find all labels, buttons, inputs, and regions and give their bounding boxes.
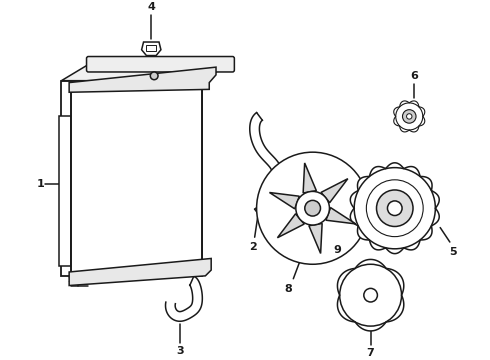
- Polygon shape: [59, 116, 71, 266]
- Polygon shape: [338, 260, 404, 331]
- Text: 7: 7: [367, 348, 374, 358]
- Polygon shape: [394, 101, 425, 132]
- Polygon shape: [61, 63, 230, 81]
- Polygon shape: [277, 214, 304, 238]
- Text: 1: 1: [36, 179, 44, 189]
- Bar: [147, 45, 156, 51]
- Circle shape: [376, 190, 413, 226]
- Polygon shape: [69, 67, 216, 92]
- Polygon shape: [321, 179, 348, 203]
- Circle shape: [364, 288, 377, 302]
- Circle shape: [296, 192, 329, 225]
- Circle shape: [402, 110, 416, 123]
- Text: 4: 4: [147, 2, 155, 12]
- Polygon shape: [350, 163, 439, 254]
- Circle shape: [407, 114, 412, 119]
- Polygon shape: [270, 193, 299, 209]
- FancyBboxPatch shape: [87, 57, 234, 72]
- Text: 9: 9: [334, 246, 342, 256]
- Polygon shape: [61, 81, 201, 276]
- Polygon shape: [303, 163, 317, 193]
- Text: 3: 3: [176, 346, 184, 356]
- Polygon shape: [142, 42, 161, 55]
- Polygon shape: [326, 208, 356, 224]
- Polygon shape: [309, 224, 322, 253]
- Text: 6: 6: [410, 71, 418, 81]
- Text: 5: 5: [449, 247, 457, 257]
- Text: 2: 2: [249, 242, 257, 252]
- Text: 8: 8: [285, 284, 293, 294]
- Circle shape: [150, 72, 158, 80]
- Circle shape: [257, 152, 368, 264]
- Bar: [71, 81, 201, 274]
- Polygon shape: [69, 258, 211, 285]
- Circle shape: [388, 201, 402, 216]
- Circle shape: [305, 201, 320, 216]
